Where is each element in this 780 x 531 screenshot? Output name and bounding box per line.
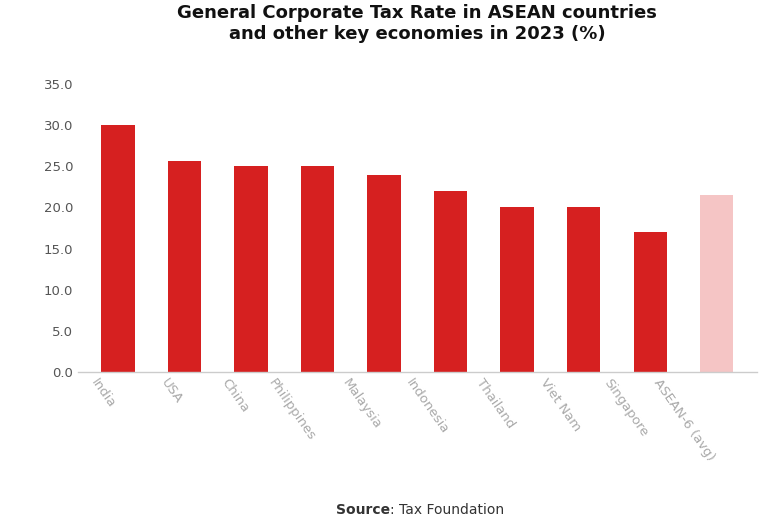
Bar	[101, 125, 135, 372]
Title: General Corporate Tax Rate in ASEAN countries
and other key economies in 2023 (%: General Corporate Tax Rate in ASEAN coun…	[177, 4, 658, 42]
Text: : Tax Foundation: : Tax Foundation	[390, 503, 504, 517]
Bar	[301, 166, 334, 372]
Bar	[567, 208, 601, 372]
Bar	[633, 232, 667, 372]
Bar	[434, 191, 467, 372]
Bar	[700, 195, 733, 372]
Bar	[234, 166, 268, 372]
Text: Source: Source	[336, 503, 390, 517]
Bar	[501, 208, 534, 372]
Bar	[367, 175, 401, 372]
Bar	[168, 161, 201, 372]
